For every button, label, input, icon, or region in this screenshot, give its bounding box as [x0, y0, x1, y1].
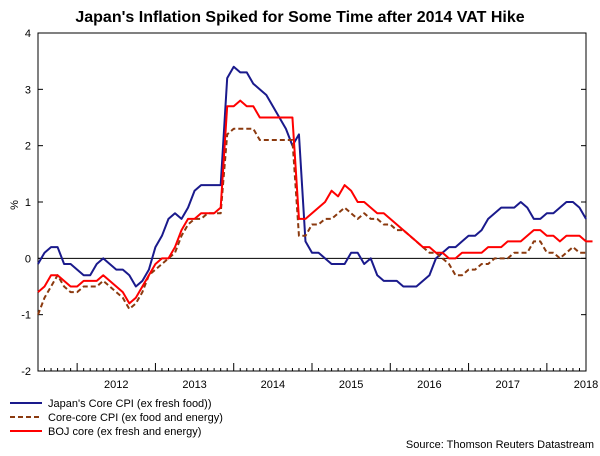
legend-label-3: BOJ core (ex fresh and energy)	[48, 426, 201, 438]
x-tick-label: 2012	[104, 379, 128, 391]
series-line-2	[37, 127, 586, 316]
y-tick-label: 4	[25, 28, 31, 40]
x-tick-label: 2016	[417, 379, 441, 391]
series-line-1	[37, 65, 587, 288]
y-tick-label: 1	[25, 197, 31, 209]
series-line-3	[37, 99, 593, 305]
y-tick-label: -1	[21, 310, 31, 322]
chart-title: Japan's Inflation Spiked for Some Time a…	[75, 9, 524, 26]
plot-area: -2 -1 0 1 2 3 4 2012 2013 2014 2015 2016 2017 2018	[21, 28, 598, 391]
x-tick-label: 2018	[574, 379, 598, 391]
x-tick-label: 2015	[339, 379, 363, 391]
x-tick-label: 2013	[182, 379, 206, 391]
y-axis-label: %	[9, 200, 21, 210]
x-tick-label: 2017	[495, 379, 519, 391]
y-tick-label: 2	[25, 141, 31, 153]
y-tick-label: 3	[25, 84, 31, 96]
legend-label-1: Japan's Core CPI (ex fresh food))	[48, 398, 212, 410]
plot-frame	[37, 32, 587, 372]
legend: Japan's Core CPI (ex fresh food)) Core-co…	[10, 398, 223, 438]
legend-label-2: Core-core CPI (ex food and energy)	[48, 412, 223, 424]
y-tick-label: -2	[21, 366, 31, 378]
source-note: Source: Thomson Reuters Datastream	[406, 439, 594, 451]
y-tick-label: 0	[25, 253, 31, 265]
x-tick-label: 2014	[261, 379, 285, 391]
